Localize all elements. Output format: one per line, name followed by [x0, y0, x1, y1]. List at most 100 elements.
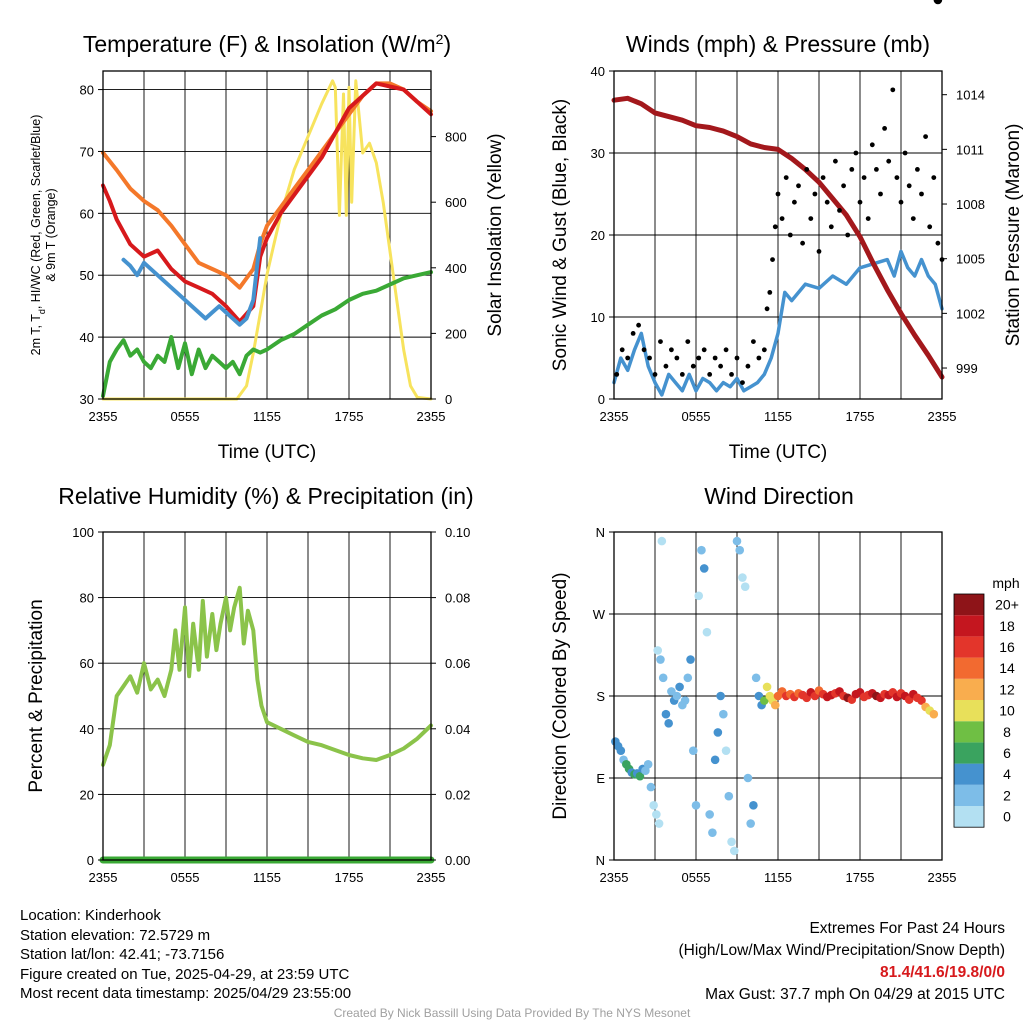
winds-x-tick-label: 1755	[846, 409, 875, 424]
legend-swatch	[954, 636, 984, 658]
wind-direction-y-tick-label: E	[596, 771, 605, 786]
direction-point	[686, 655, 695, 664]
direction-point	[732, 536, 742, 546]
gust-point	[734, 355, 740, 361]
gust-point	[764, 306, 770, 312]
legend-label: 10	[999, 703, 1015, 719]
humidity-y2-tick-label: 0.10	[445, 525, 470, 540]
direction-point	[738, 573, 747, 582]
winds-x-tick-label: 2355	[600, 409, 629, 424]
gust-point	[882, 125, 887, 131]
direction-point	[702, 627, 712, 637]
direction-point	[675, 682, 684, 692]
gust-point	[853, 150, 859, 156]
humidity-y-tick-label: 100	[72, 525, 94, 540]
direction-point	[716, 691, 725, 701]
direction-point	[721, 746, 731, 755]
wind-direction-x-tick-label: 2355	[928, 870, 957, 885]
legend-swatch	[954, 594, 984, 616]
wind-direction-panel-title: Wind Direction	[704, 483, 854, 509]
wind-direction-x-tick-label: 0555	[682, 870, 711, 885]
temperature-panel: Temperature (F) & Insolation (W/m2) 2355…	[29, 31, 506, 463]
temperature-y-tick-label: 30	[80, 392, 94, 407]
humidity-y-tick-label: 60	[80, 656, 94, 671]
gust-point	[890, 87, 896, 93]
temperature-y2-tick-label: 200	[445, 326, 467, 341]
direction-point	[719, 709, 728, 719]
wind-direction-y-tick-label: N	[596, 525, 605, 540]
gust-point	[804, 167, 810, 172]
gust-point	[674, 355, 680, 361]
humidity-y2-tick-label: 0.08	[445, 591, 470, 606]
legend-label: 20+	[995, 597, 1019, 613]
gust-point	[886, 158, 892, 164]
gust-point	[902, 150, 908, 156]
humidity-x-tick-label: 1155	[253, 870, 281, 885]
humidity-y2-tick-label: 0.02	[445, 787, 470, 802]
legend-swatch	[954, 806, 984, 828]
humidity-x-tick-label: 1755	[335, 870, 364, 885]
gust-point	[619, 347, 625, 353]
temperature-y-tick-label: 50	[80, 268, 94, 283]
gust-point	[641, 347, 647, 353]
temperature-y2-tick-label: 400	[445, 261, 467, 276]
humidity-y-tick-label: 80	[80, 591, 94, 606]
temperature-y2-tick-label: 0	[445, 392, 452, 407]
winds-series	[611, 87, 945, 397]
wind-direction-ticks: 2355 0555 1155 1755 2355 N E S W N	[593, 525, 957, 885]
temperature-x-tick-label: 1155	[253, 409, 281, 424]
wind-direction-panel: Wind Direction 2355 0555 1155 1755 2355 N E S W N…	[550, 0, 1020, 885]
legend-swatch	[954, 700, 984, 722]
direction-point	[705, 810, 714, 819]
gust-point	[800, 240, 805, 246]
humidity-x-tick-label: 0555	[171, 870, 200, 885]
direction-point	[708, 828, 717, 837]
gust-point	[841, 183, 846, 189]
direction-point	[616, 746, 626, 755]
direction-point	[688, 746, 698, 755]
direction-point	[664, 719, 673, 728]
direction-point	[933, 0, 943, 5]
winds-y2-tick-label: 1005	[956, 252, 985, 267]
gust-point	[712, 355, 718, 361]
wind-direction-y-tick-label: N	[596, 853, 605, 868]
wind-direction-y-tick-label: W	[593, 607, 606, 622]
humidity-y2-tick-label: 0.00	[445, 853, 470, 868]
legend-label: 12	[999, 681, 1015, 697]
winds-x-tick-label: 2355	[928, 409, 957, 424]
gust-point	[816, 249, 822, 254]
gust-point	[910, 216, 916, 222]
temperature-panel-title: Temperature (F) & Insolation (W/m2)	[83, 31, 451, 57]
temperature-plot-frame	[102, 70, 432, 400]
gust-point	[679, 372, 685, 377]
gust-point	[625, 355, 631, 361]
direction-point	[646, 782, 656, 792]
temperature-x-tick-label: 0555	[171, 409, 200, 424]
humidity-y-axis-label: Percent & Precipitation	[26, 599, 47, 792]
figure-created: Figure created on Tue, 2025-04-29, at 23…	[20, 965, 350, 983]
direction-point	[710, 755, 720, 765]
winds-grid	[614, 71, 942, 399]
direction-point	[658, 673, 668, 683]
dewpoint-line	[101, 270, 433, 398]
gust-point	[792, 199, 797, 205]
station-latlon: Station lat/lon: 42.41; -73.7156	[20, 946, 225, 964]
legend-frame	[953, 593, 985, 828]
gust-point	[865, 216, 871, 222]
gust-point	[915, 167, 920, 172]
humidity-line	[101, 585, 433, 767]
wind-direction-y-axis-label: Direction (Colored By Speed)	[550, 572, 571, 819]
gust-point	[718, 363, 723, 369]
temperature-y-tick-label: 40	[80, 330, 94, 345]
direction-point	[649, 801, 658, 810]
winds-y2-tick-label: 1011	[956, 142, 984, 157]
winds-y2-tick-label: 1008	[956, 197, 985, 212]
gust-point	[652, 372, 658, 377]
direction-point	[652, 810, 661, 819]
temperature-y-tick-label: 60	[80, 206, 94, 221]
direction-point	[654, 819, 664, 828]
gust-point	[636, 322, 641, 328]
legend-swatch	[954, 784, 984, 806]
recent-timestamp: Most recent data timestamp: 2025/04/29 2…	[20, 985, 352, 1003]
extremes-title: Extremes For Past 24 Hours	[809, 920, 1005, 937]
